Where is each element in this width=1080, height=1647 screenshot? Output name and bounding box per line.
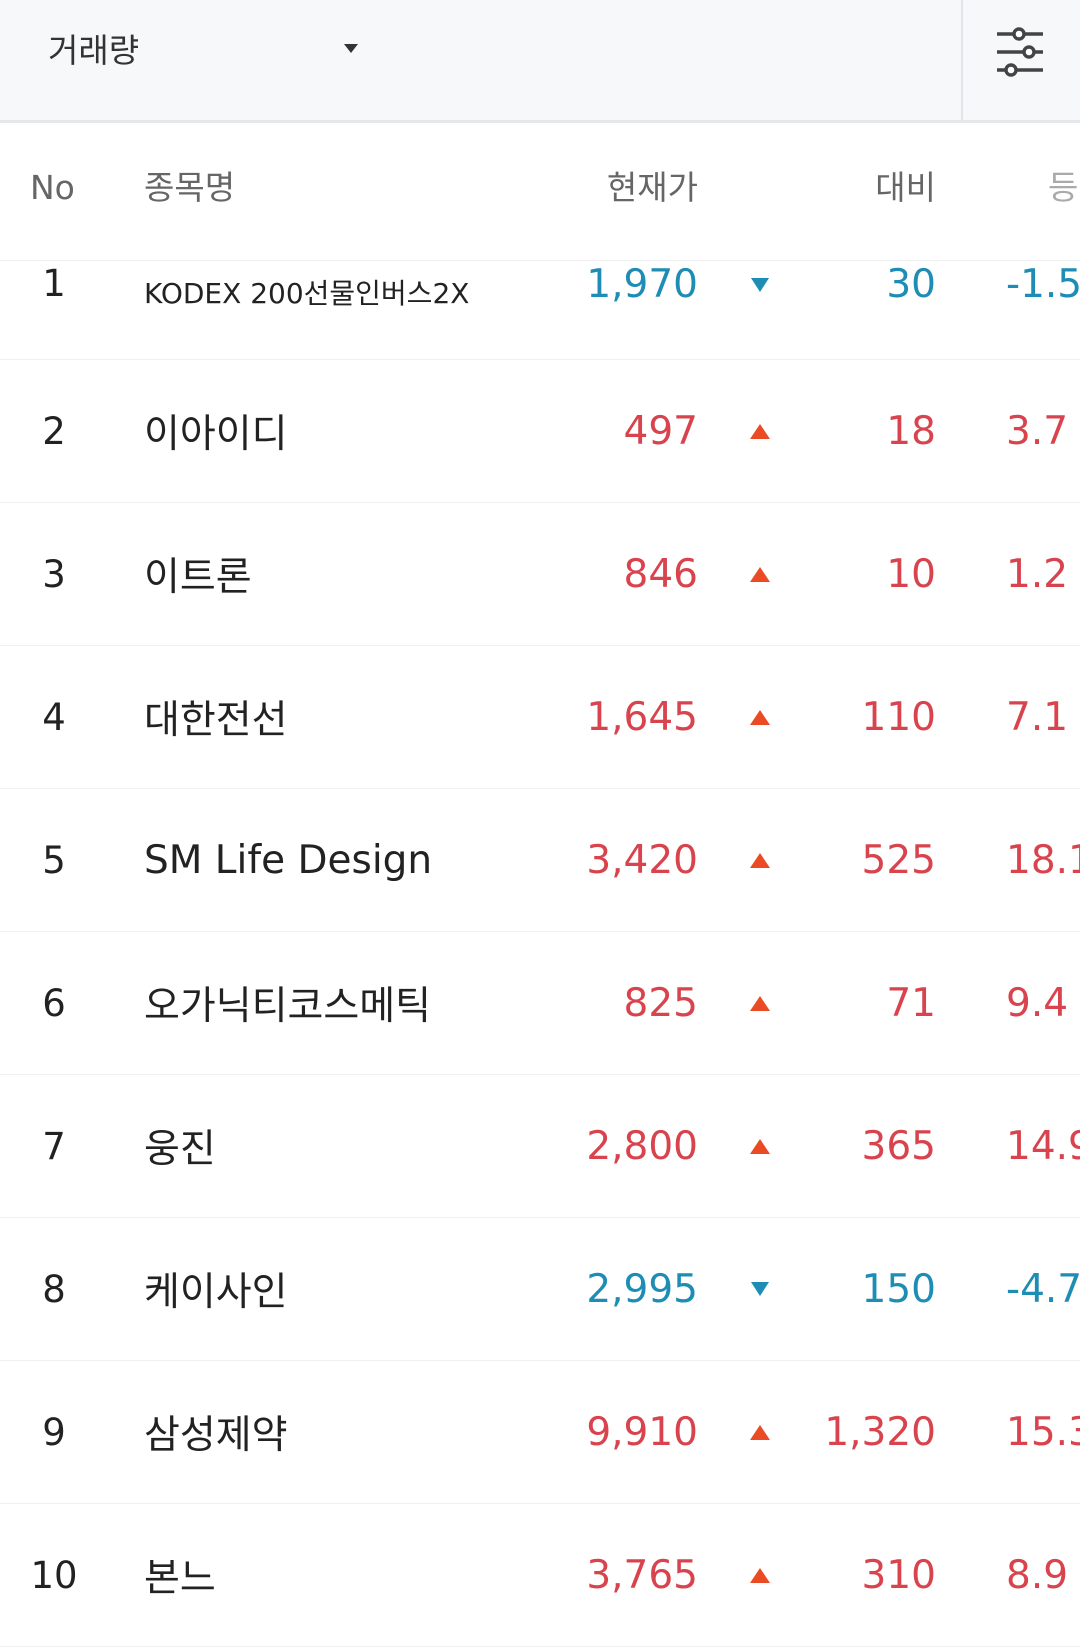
row-rank: 4 xyxy=(42,695,66,739)
row-price: 497 xyxy=(623,408,698,454)
table-row[interactable]: 4 대한전선 1,645 110 7.1 xyxy=(0,646,1080,789)
row-stock-name: 본느 xyxy=(144,1556,216,1601)
row-diff: 150 xyxy=(861,1266,936,1312)
sort-dropdown-label: 거래량 xyxy=(48,31,140,70)
filter-settings-button[interactable] xyxy=(980,12,1060,92)
row-price: 3,765 xyxy=(586,1552,698,1598)
row-rate: 8.9 xyxy=(1006,1552,1069,1598)
row-diff: 1,320 xyxy=(824,1409,936,1455)
caret-down-icon xyxy=(344,44,358,53)
table-row[interactable]: 8 케이사인 2,995 150 -4.7 xyxy=(0,1218,1080,1361)
row-stock-name: 삼성제약 xyxy=(144,1413,288,1458)
sort-dropdown[interactable]: 거래량 xyxy=(48,26,378,70)
row-price: 846 xyxy=(623,551,698,597)
row-rate: 18.1 xyxy=(1006,837,1080,883)
sliders-icon xyxy=(997,27,1043,77)
row-diff: 10 xyxy=(886,551,936,597)
row-rate: 7.1 xyxy=(1006,694,1069,740)
row-price: 1,970 xyxy=(586,262,698,307)
row-rank: 10 xyxy=(30,1553,78,1597)
down-triangle-icon xyxy=(748,260,772,359)
row-diff: 525 xyxy=(861,837,936,883)
table-row[interactable]: 1 KODEX 200선물인버스2X 1,970 30 -1.5 xyxy=(0,260,1080,360)
table-row[interactable]: 9 삼성제약 9,910 1,320 15.3 xyxy=(0,1361,1080,1504)
row-stock-name: 오가닉티코스메틱 xyxy=(144,984,432,1029)
row-stock-name: SM Life Design xyxy=(144,837,433,883)
row-rate: 3.7 xyxy=(1006,408,1069,454)
row-stock-name: 웅진 xyxy=(144,1127,216,1172)
row-rate: 1.2 xyxy=(1006,551,1069,597)
down-triangle-icon xyxy=(748,1218,772,1360)
row-stock-name: 이트론 xyxy=(144,555,252,600)
row-diff: 110 xyxy=(861,694,936,740)
row-stock-name: KODEX 200선물인버스2X xyxy=(144,277,470,310)
row-price: 1,645 xyxy=(586,694,698,740)
stock-list: 1 KODEX 200선물인버스2X 1,970 30 -1.5 2 이아이디 … xyxy=(0,260,1080,1647)
row-diff: 18 xyxy=(886,408,936,454)
table-row[interactable]: 10 본느 3,765 310 8.9 xyxy=(0,1504,1080,1647)
row-price: 2,995 xyxy=(586,1266,698,1312)
row-diff: 71 xyxy=(886,980,936,1026)
table-row[interactable]: 3 이트론 846 10 1.2 xyxy=(0,503,1080,646)
up-triangle-icon xyxy=(748,1504,772,1646)
row-diff: 30 xyxy=(886,262,936,307)
up-triangle-icon xyxy=(748,1075,772,1217)
top-toolbar: 거래량 xyxy=(0,0,1080,123)
up-triangle-icon xyxy=(748,360,772,502)
row-rank: 2 xyxy=(42,409,66,453)
row-rank: 7 xyxy=(42,1124,66,1168)
row-stock-name: 대한전선 xyxy=(144,698,288,743)
table-header: No 종목명 현재가 대비 등 xyxy=(0,123,1080,261)
row-rank: 6 xyxy=(42,981,66,1025)
column-header-price[interactable]: 현재가 xyxy=(606,168,698,207)
row-price: 825 xyxy=(623,980,698,1026)
up-triangle-icon xyxy=(748,932,772,1074)
row-price: 2,800 xyxy=(586,1123,698,1169)
table-row[interactable]: 5 SM Life Design 3,420 525 18.1 xyxy=(0,789,1080,932)
row-rate: -4.7 xyxy=(1006,1266,1080,1312)
row-rank: 8 xyxy=(42,1267,66,1311)
column-header-no[interactable]: No xyxy=(30,168,75,207)
column-header-name[interactable]: 종목명 xyxy=(144,168,236,207)
up-triangle-icon xyxy=(748,503,772,645)
row-rate: 9.4 xyxy=(1006,980,1069,1026)
column-header-diff[interactable]: 대비 xyxy=(875,168,936,207)
row-rank: 9 xyxy=(42,1410,66,1454)
row-price: 9,910 xyxy=(586,1409,698,1455)
row-stock-name: 케이사인 xyxy=(144,1270,288,1315)
table-row[interactable]: 2 이아이디 497 18 3.7 xyxy=(0,360,1080,503)
row-rank: 5 xyxy=(42,838,66,882)
row-rate: -1.5 xyxy=(1006,262,1080,307)
table-row[interactable]: 6 오가닉티코스메틱 825 71 9.4 xyxy=(0,932,1080,1075)
row-stock-name: 이아이디 xyxy=(144,412,288,457)
row-price: 3,420 xyxy=(586,837,698,883)
toolbar-divider xyxy=(961,0,963,120)
table-row[interactable]: 7 웅진 2,800 365 14.9 xyxy=(0,1075,1080,1218)
row-rate: 14.9 xyxy=(1006,1123,1080,1169)
column-header-rate[interactable]: 등 xyxy=(1048,168,1079,207)
row-rank: 1 xyxy=(42,262,66,305)
row-rank: 3 xyxy=(42,552,66,596)
up-triangle-icon xyxy=(748,1361,772,1503)
up-triangle-icon xyxy=(748,789,772,931)
row-diff: 365 xyxy=(861,1123,936,1169)
row-diff: 310 xyxy=(861,1552,936,1598)
row-rate: 15.3 xyxy=(1006,1409,1080,1455)
up-triangle-icon xyxy=(748,646,772,788)
